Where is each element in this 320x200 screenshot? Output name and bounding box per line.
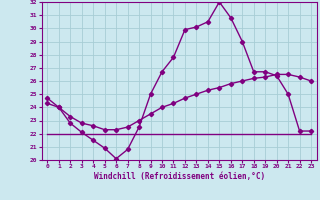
X-axis label: Windchill (Refroidissement éolien,°C): Windchill (Refroidissement éolien,°C) — [94, 172, 265, 181]
